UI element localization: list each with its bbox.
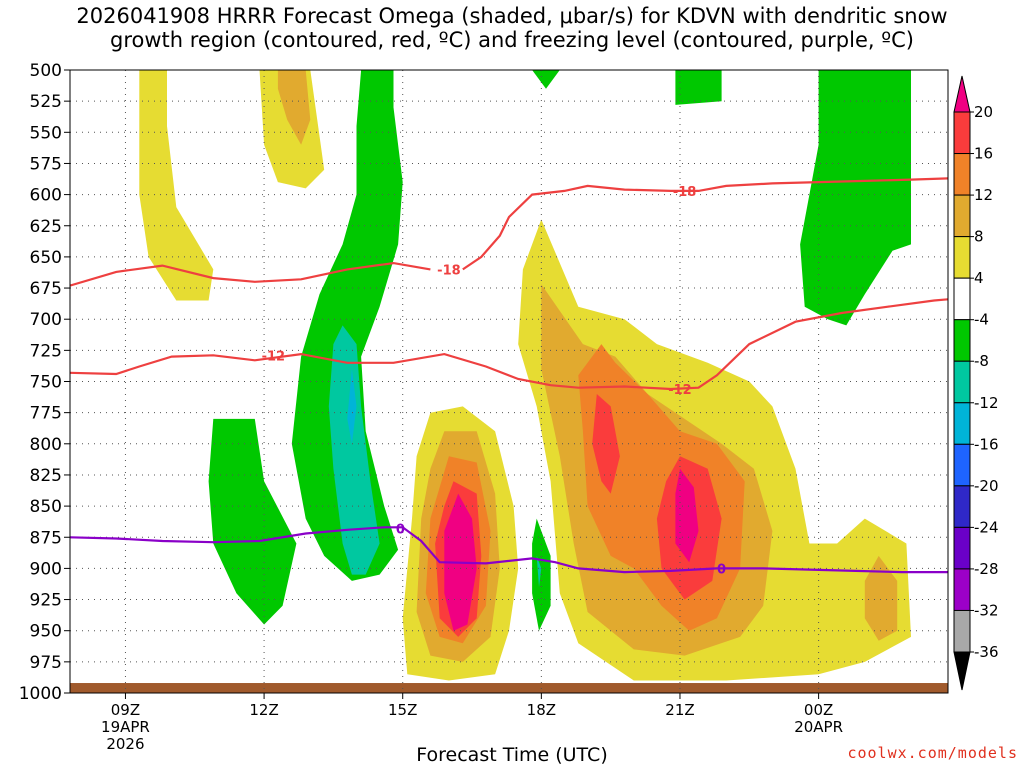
omega-shading <box>70 70 948 693</box>
colorbar-bin--8..-4 <box>953 319 971 362</box>
y-tick-label-875: 875 <box>30 528 62 548</box>
omega-region-14 <box>864 555 898 641</box>
x-tick-date-00Z: 20APR <box>794 718 843 736</box>
colorbar-label--36: -36 <box>974 643 999 661</box>
y-tick-label-975: 975 <box>30 653 62 673</box>
chart-title: 2026041908 HRRR Forecast Omega (shaded, … <box>0 4 1024 52</box>
chart-title-line2: growth region (contoured, red, ºC) and f… <box>110 28 914 52</box>
colorbar-bin-12..16 <box>953 153 971 196</box>
temperature-contours <box>70 177 948 574</box>
colorbar-label--12: -12 <box>974 394 999 412</box>
chart-title-line1: 2026041908 HRRR Forecast Omega (shaded, … <box>76 4 948 28</box>
credit-text: coolwx.com/models <box>847 744 1018 762</box>
dgz-minus12-label: -12 <box>668 383 692 398</box>
y-tick-label-725: 725 <box>30 341 62 361</box>
x-tick-date-09Z: 19APR <box>101 718 150 736</box>
x-tick-label-15Z: 15Z <box>388 701 417 719</box>
y-axis: 500 525 550 575 600 625 650 675 700 725 750 775 800 8… <box>19 61 70 704</box>
colorbar-label--24: -24 <box>974 518 999 536</box>
contour-extra-label-0: -12 <box>262 349 286 364</box>
colorbar-bin-4..8 <box>953 236 971 279</box>
y-tick-label-625: 625 <box>30 217 62 237</box>
x-tick-year-09Z: 2026 <box>106 735 144 753</box>
y-tick-label-550: 550 <box>30 123 62 143</box>
omega-region-5 <box>347 369 357 444</box>
colorbar-label-12: 12 <box>974 186 993 204</box>
colorbar-bin--12..-8 <box>953 360 971 404</box>
dgz-minus18-label: -18 <box>437 263 461 278</box>
omega-region-7 <box>532 70 560 89</box>
y-tick-label-750: 750 <box>30 373 62 393</box>
colorbar-bin--32..-28 <box>953 568 971 611</box>
colorbar-label-20: 20 <box>974 103 993 121</box>
y-tick-label-925: 925 <box>30 591 62 611</box>
y-tick-label-950: 950 <box>30 622 62 642</box>
omega-region-0 <box>139 70 214 301</box>
y-tick-label-800: 800 <box>30 435 62 455</box>
y-tick-label-850: 850 <box>30 497 62 517</box>
colorbar-bin--16..-12 <box>953 402 971 445</box>
freezing-level-line <box>70 526 948 574</box>
colorbar-bin--28..-24 <box>953 526 971 570</box>
colorbar-label-8: 8 <box>974 228 984 246</box>
dgz-minus12-line <box>70 298 948 391</box>
x-axis-label: Forecast Time (UTC) <box>416 744 608 766</box>
colorbar-label--4: -4 <box>974 311 989 329</box>
y-tick-label-500: 500 <box>30 61 62 81</box>
y-tick-label-1000: 1000 <box>19 684 62 704</box>
colorbar-bin--4..4 <box>953 277 971 321</box>
x-tick-label-21Z: 21Z <box>665 701 694 719</box>
dgz-minus18-line <box>70 261 431 287</box>
colorbar-bin-16..20 <box>953 111 971 155</box>
y-tick-label-525: 525 <box>30 92 62 112</box>
x-tick-label-12Z: 12Z <box>249 701 278 719</box>
colorbar-label-16: 16 <box>974 145 993 163</box>
colorbar-top-arrow <box>953 75 971 113</box>
colorbar-label--32: -32 <box>974 601 999 619</box>
dgz-minus18-upper-label: -18 <box>673 185 697 200</box>
omega-region-21 <box>675 468 699 563</box>
omega-region-3 <box>291 70 403 581</box>
omega-region-9 <box>800 70 911 326</box>
y-tick-label-775: 775 <box>30 404 62 424</box>
y-tick-label-600: 600 <box>30 186 62 206</box>
omega-region-8 <box>675 70 722 105</box>
colorbar-label--16: -16 <box>974 435 999 453</box>
omega-region-4 <box>328 325 380 575</box>
colorbar-bottom-arrow <box>953 651 971 691</box>
colorbar-label--8: -8 <box>974 352 989 370</box>
x-tick-label-18Z: 18Z <box>527 701 556 719</box>
y-tick-label-675: 675 <box>30 279 62 299</box>
y-tick-label-575: 575 <box>30 154 62 174</box>
colorbar-label--20: -20 <box>974 477 999 495</box>
colorbar-bin-8..12 <box>953 194 971 238</box>
omega-region-6 <box>208 418 297 625</box>
ground-terrain <box>70 683 948 693</box>
colorbar-label-4: 4 <box>974 269 984 287</box>
colorbar-bin--36..-32 <box>953 609 971 653</box>
colorbar-label--28: -28 <box>974 560 999 578</box>
freezing-level-label: 0 <box>717 562 726 577</box>
colorbar-bin--20..-16 <box>953 443 971 487</box>
y-tick-label-825: 825 <box>30 466 62 486</box>
colorbar-bin--24..-20 <box>953 485 971 528</box>
omega-region-23 <box>536 555 542 588</box>
x-tick-label-00Z: 00Z <box>804 701 833 719</box>
x-tick-label-09Z: 09Z <box>111 701 140 719</box>
omega-region-17 <box>592 394 620 494</box>
dgz-minus18-upper-line <box>462 177 948 271</box>
omega-region-2 <box>277 70 311 145</box>
y-tick-label-700: 700 <box>30 310 62 330</box>
grid-lines <box>70 70 948 693</box>
colorbar: 20 16 12 8 4 -4 -8 -12 -16 -20 -24 -28 -32 -36 <box>953 75 999 691</box>
contour-extra-label-1: 0 <box>396 523 405 538</box>
y-tick-label-650: 650 <box>30 248 62 268</box>
y-tick-label-900: 900 <box>30 559 62 579</box>
